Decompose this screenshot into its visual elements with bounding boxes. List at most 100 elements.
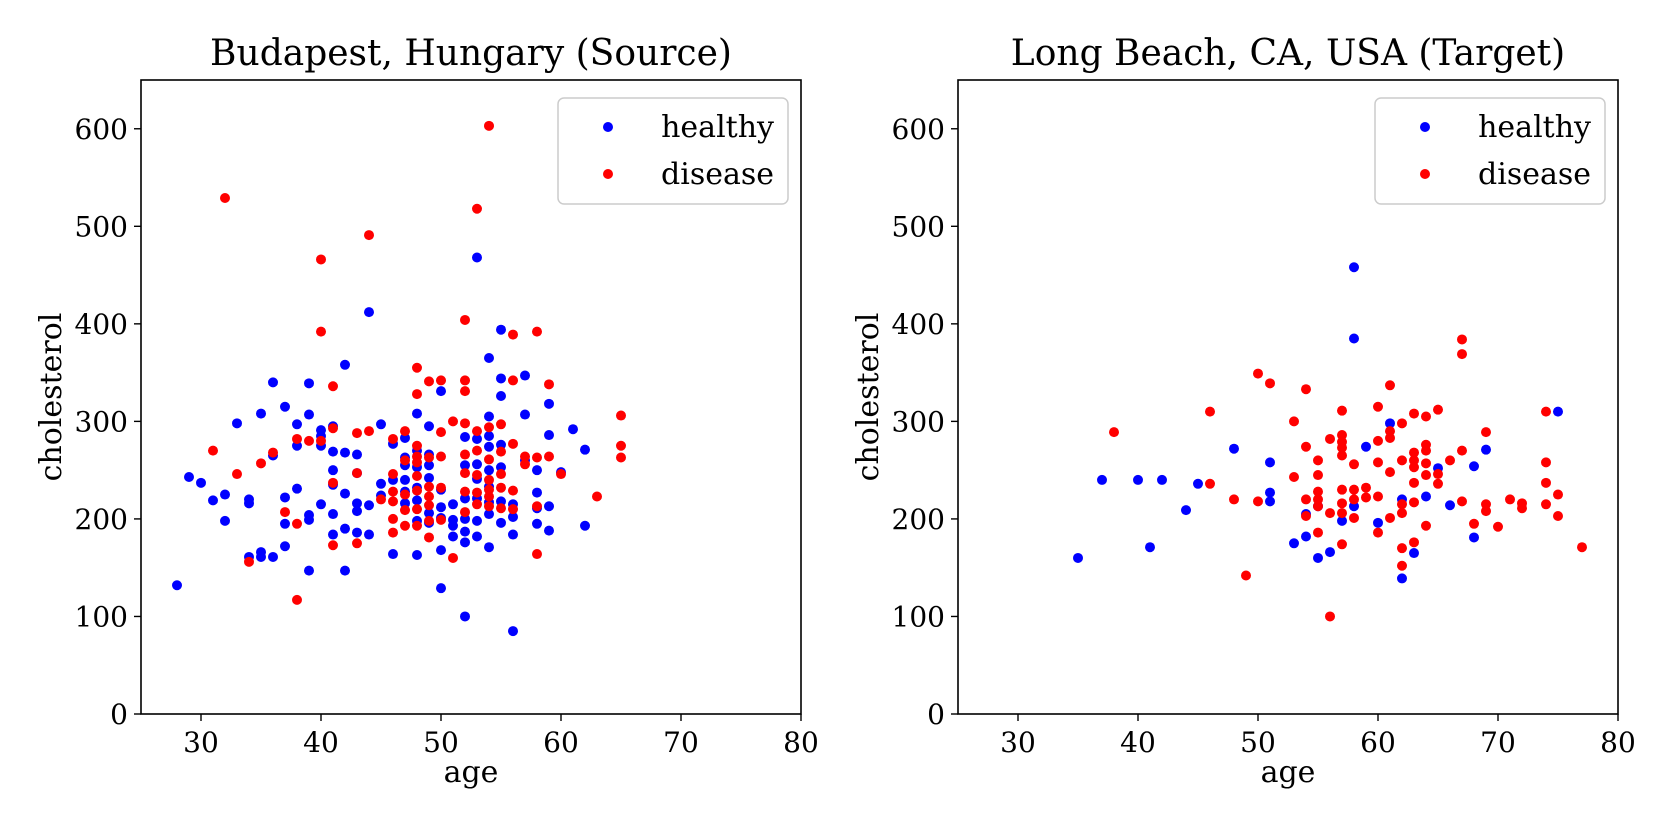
x-tick-label: 80 [1600, 726, 1636, 759]
series-healthy [172, 252, 590, 637]
data-point [1301, 384, 1311, 395]
data-point [412, 520, 422, 531]
data-point [1397, 560, 1407, 571]
data-point [616, 440, 626, 451]
legend: healthy disease [1374, 97, 1606, 205]
data-point [508, 375, 518, 386]
data-point [1409, 497, 1419, 508]
data-point [328, 446, 338, 457]
data-point [1349, 262, 1359, 273]
data-point [1409, 477, 1419, 488]
data-point [1397, 573, 1407, 584]
data-point [1313, 501, 1323, 512]
data-point [424, 491, 434, 502]
data-point [1265, 496, 1275, 507]
data-point [1313, 552, 1323, 563]
data-point [328, 423, 338, 434]
data-point [532, 326, 542, 337]
data-point [472, 252, 482, 263]
data-point [1337, 498, 1347, 509]
data-point [256, 551, 266, 562]
data-point [544, 379, 554, 390]
data-point [424, 515, 434, 526]
data-point [376, 419, 386, 430]
data-point [1421, 470, 1431, 481]
data-point [1349, 494, 1359, 505]
y-tick-label: 300 [75, 405, 128, 438]
data-point [460, 375, 470, 386]
data-point [448, 499, 458, 510]
data-point [1181, 505, 1191, 516]
data-point [1253, 496, 1263, 507]
data-point [460, 486, 470, 497]
data-point [1553, 489, 1563, 500]
x-tick-label: 40 [1120, 726, 1156, 759]
y-tick-label: 300 [892, 405, 945, 438]
plot-frame [140, 79, 802, 715]
data-point [508, 511, 518, 522]
data-point [184, 471, 194, 482]
data-point [280, 401, 290, 412]
data-point [352, 527, 362, 538]
data-point [532, 501, 542, 512]
data-point [1409, 537, 1419, 548]
data-point [508, 438, 518, 449]
data-point [424, 452, 434, 463]
data-point [220, 489, 230, 500]
x-tick-label: 80 [783, 726, 819, 759]
y-tick-label: 500 [892, 210, 945, 243]
data-point [1517, 503, 1527, 514]
data-point [352, 428, 362, 439]
data-point [400, 520, 410, 531]
data-point [460, 449, 470, 460]
legend-frame [1374, 97, 1606, 205]
data-point [520, 451, 530, 462]
data-point [352, 498, 362, 509]
data-point [1265, 378, 1275, 389]
x-axis-label: age [444, 755, 499, 790]
data-point [1301, 510, 1311, 521]
y-axis-label: cholesterol [34, 313, 69, 482]
data-point [496, 469, 506, 480]
data-point [280, 507, 290, 518]
data-point [376, 478, 386, 489]
data-point [364, 500, 374, 511]
data-point [1349, 459, 1359, 470]
data-point [1073, 552, 1083, 563]
data-point [436, 375, 446, 386]
x-tick-label: 30 [1000, 726, 1036, 759]
data-point [1397, 418, 1407, 429]
data-point [328, 465, 338, 476]
data-point [1505, 494, 1515, 505]
y-tick-label: 100 [892, 600, 945, 633]
data-point [280, 518, 290, 529]
data-point [460, 526, 470, 537]
data-point [1541, 499, 1551, 510]
data-point [208, 445, 218, 456]
data-point [232, 469, 242, 480]
data-point [352, 506, 362, 517]
data-point [1253, 368, 1263, 379]
data-point [328, 477, 338, 488]
data-point [1409, 462, 1419, 473]
x-tick-label: 50 [1240, 726, 1276, 759]
x-tick-label: 70 [663, 726, 699, 759]
data-point [424, 460, 434, 471]
data-point [484, 509, 494, 520]
data-point [388, 549, 398, 560]
data-point [1457, 349, 1467, 360]
data-point [304, 565, 314, 576]
data-point [496, 373, 506, 384]
data-point [1433, 478, 1443, 489]
data-point [364, 529, 374, 540]
data-point [292, 419, 302, 430]
data-point [1313, 470, 1323, 481]
data-point [424, 508, 434, 519]
data-point [484, 501, 494, 512]
data-point [256, 408, 266, 419]
data-point [328, 381, 338, 392]
data-point [292, 483, 302, 494]
data-point [436, 386, 446, 397]
data-point [412, 408, 422, 419]
y-tick-label: 400 [75, 308, 128, 341]
